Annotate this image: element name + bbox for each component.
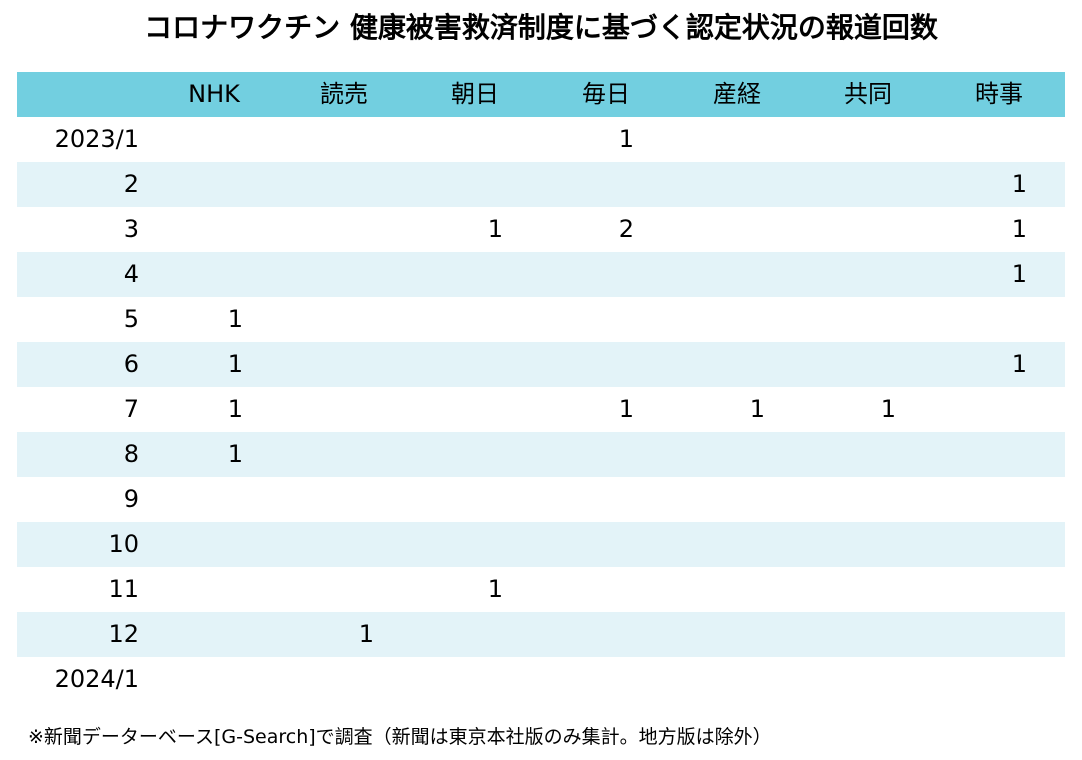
data-cell: 1: [618, 125, 634, 153]
data-cell: 1: [749, 395, 765, 423]
row-label: 10: [108, 530, 139, 558]
row-label: 5: [123, 305, 139, 333]
data-cell: 1: [227, 440, 243, 468]
data-cell: 1: [880, 395, 896, 423]
data-cell: 1: [487, 575, 503, 603]
data-table: NHK 読売 朝日 毎日 産経 共同 時事 2023/1 1 2 1 3 1 2 1 4 1 5 1 6 1 1 7 1 1 1 1…: [17, 72, 1065, 702]
column-header: NHK: [188, 80, 240, 108]
data-cell: 1: [1011, 170, 1027, 198]
row-label: 2024/1: [54, 665, 139, 693]
row-label: 11: [108, 575, 139, 603]
data-cell: 2: [618, 215, 634, 243]
table-row: 2024/1: [17, 657, 1065, 702]
column-header: 朝日: [451, 80, 499, 108]
row-label: 9: [123, 485, 139, 513]
data-cell: 1: [1011, 260, 1027, 288]
row-label: 4: [123, 260, 139, 288]
row-label: 2: [123, 170, 139, 198]
row-label: 8: [123, 440, 139, 468]
table-row: 11 1: [17, 567, 1065, 612]
table-row: 12 1: [17, 612, 1065, 657]
column-header: 読売: [320, 80, 368, 108]
row-label: 2023/1: [54, 125, 139, 153]
table-row: 6 1 1: [17, 342, 1065, 387]
data-cell: 1: [1011, 350, 1027, 378]
data-cell: 1: [227, 350, 243, 378]
column-header: 共同: [844, 80, 892, 108]
table-row: 10: [17, 522, 1065, 567]
data-cell: 1: [358, 620, 374, 648]
table-row: 9: [17, 477, 1065, 522]
data-cell: 1: [618, 395, 634, 423]
row-label: 7: [123, 395, 139, 423]
row-label: 6: [123, 350, 139, 378]
footnote: ※新聞データーベース[G-Search]で調査（新聞は東京本社版のみ集計。地方版…: [28, 726, 772, 748]
table-header-row: NHK 読売 朝日 毎日 産経 共同 時事: [17, 72, 1065, 117]
data-cell: 1: [1011, 215, 1027, 243]
chart-title: コロナワクチン 健康被害救済制度に基づく認定状況の報道回数: [144, 11, 938, 44]
row-label: 12: [108, 620, 139, 648]
row-label: 3: [123, 215, 139, 243]
data-cell: 1: [227, 395, 243, 423]
column-header: 時事: [975, 80, 1023, 108]
column-header: 毎日: [582, 80, 630, 108]
table-row: 3 1 2 1: [17, 207, 1065, 252]
table-row: 2023/1 1: [17, 117, 1065, 162]
table-row: 7 1 1 1 1: [17, 387, 1065, 432]
column-header: 産経: [713, 80, 761, 108]
data-cell: 1: [487, 215, 503, 243]
data-cell: 1: [227, 305, 243, 333]
